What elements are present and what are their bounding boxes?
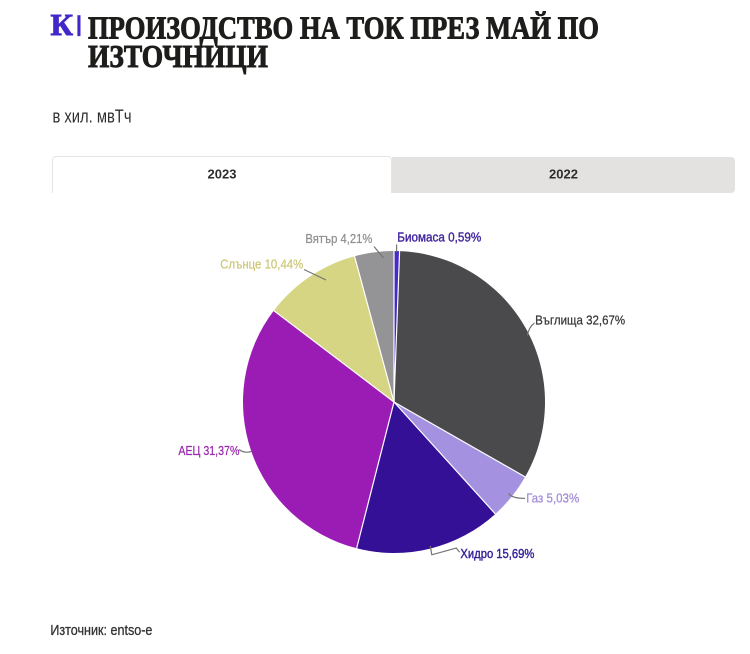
svg-text:Вятър 4,21%: Вятър 4,21% (305, 231, 372, 246)
svg-text:в хил. мвТч: в хил. мвТч (53, 106, 132, 126)
svg-text:Биомаса 0,59%: Биомаса 0,59% (397, 229, 481, 244)
svg-text:ПРОИЗОДСТВО НА ТОК ПРЕЗ МАЙ ПО: ПРОИЗОДСТВО НА ТОК ПРЕЗ МАЙ ПО (88, 10, 599, 45)
svg-text:ИЗТОЧНИЦИ: ИЗТОЧНИЦИ (88, 39, 268, 74)
svg-text:Газ 5,03%: Газ 5,03% (526, 490, 579, 505)
svg-text:Слънце 10,44%: Слънце 10,44% (220, 257, 303, 272)
svg-text:Хидро 15,69%: Хидро 15,69% (460, 546, 534, 561)
svg-text:АЕЦ 31,37%: АЕЦ 31,37% (178, 443, 239, 458)
svg-text:Източник: entso-e: Източник: entso-e (50, 622, 152, 639)
svg-text:К: К (51, 7, 74, 42)
svg-text:Въглища 32,67%: Въглища 32,67% (535, 312, 625, 327)
